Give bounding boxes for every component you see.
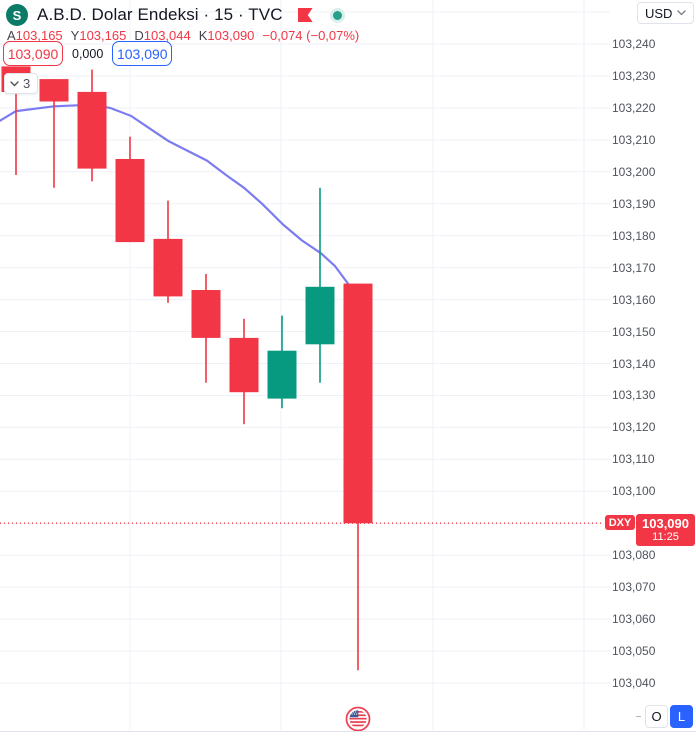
chevron-down-icon	[10, 80, 19, 86]
currency-label: USD	[645, 5, 673, 21]
candle-body	[191, 290, 221, 338]
open-value: A103,165	[7, 28, 63, 43]
candle-body	[343, 283, 373, 524]
price-axis-label: 103,060	[612, 612, 656, 626]
price-axis-label: 103,080	[612, 548, 656, 562]
price-axis-label: 103,160	[612, 293, 656, 307]
sell-button[interactable]: 103,090	[3, 41, 63, 66]
us-flag-event-icon[interactable]	[345, 706, 371, 736]
candle-body	[115, 159, 145, 243]
candle-body	[153, 238, 183, 297]
symbol-title[interactable]: A.B.D. Dolar Endeksi · 15 · TVC	[37, 5, 283, 24]
flag-icon[interactable]	[297, 8, 313, 22]
symbol-header: S A.B.D. Dolar Endeksi · 15 · TVC	[6, 4, 345, 26]
low-value: D103,044	[134, 28, 191, 43]
price-axis-label: 103,220	[612, 101, 656, 115]
price-axis-label: 103,210	[612, 133, 656, 147]
candle-body	[39, 79, 69, 102]
time-axis-divider	[0, 731, 696, 732]
trade-buttons: 103,090 0,000 103,090	[3, 41, 173, 66]
price-axis-label: 103,190	[612, 197, 656, 211]
log-scale-button[interactable]: L	[670, 705, 693, 728]
price-axis-label: 103,100	[612, 484, 656, 498]
change-value: −0,074 (−0,07%)	[262, 28, 360, 43]
price-axis-label: 103,140	[612, 357, 656, 371]
last-price: 103,090	[642, 516, 689, 531]
symbol-logo-icon: S	[6, 4, 28, 26]
axis-tick	[636, 716, 641, 717]
currency-selector[interactable]: USD	[637, 2, 694, 24]
price-axis-label: 103,230	[612, 69, 656, 83]
price-axis-label: 103,040	[612, 676, 656, 690]
ohlc-legend: A103,165 Y103,165 D103,044 K103,090 −0,0…	[7, 28, 359, 43]
price-axis-label: 103,050	[612, 644, 656, 658]
candle-body	[267, 350, 297, 399]
price-axis-label: 103,130	[612, 388, 656, 402]
market-open-dot-icon[interactable]	[329, 7, 345, 23]
high-value: Y103,165	[70, 28, 127, 43]
countdown-time: 11:25	[652, 531, 679, 543]
price-axis-label: 103,070	[612, 580, 656, 594]
price-axis-label: 103,180	[612, 229, 656, 243]
indicators-collapse-badge[interactable]: 3	[4, 73, 39, 94]
price-axis-label: 103,200	[612, 165, 656, 179]
price-axis-label: 103,150	[612, 325, 656, 339]
indicator-count: 3	[23, 76, 31, 91]
symbol-price-tag: DXY	[605, 515, 635, 530]
candle-body	[229, 337, 259, 393]
price-axis-label: 103,170	[612, 261, 656, 275]
candle-body	[77, 91, 107, 169]
last-price-label: 103,090 11:25	[636, 514, 695, 546]
price-axis-label: 103,110	[612, 452, 655, 466]
close-value: K103,090	[198, 28, 255, 43]
candle-body	[305, 286, 335, 345]
spread-value: 0,000	[72, 46, 104, 61]
chevron-down-icon	[677, 10, 686, 16]
buy-button[interactable]: 103,090	[112, 41, 173, 66]
price-axis-label: 103,240	[612, 37, 656, 51]
auto-scale-button[interactable]: O	[645, 705, 668, 728]
price-axis-label: 103,120	[612, 420, 656, 434]
